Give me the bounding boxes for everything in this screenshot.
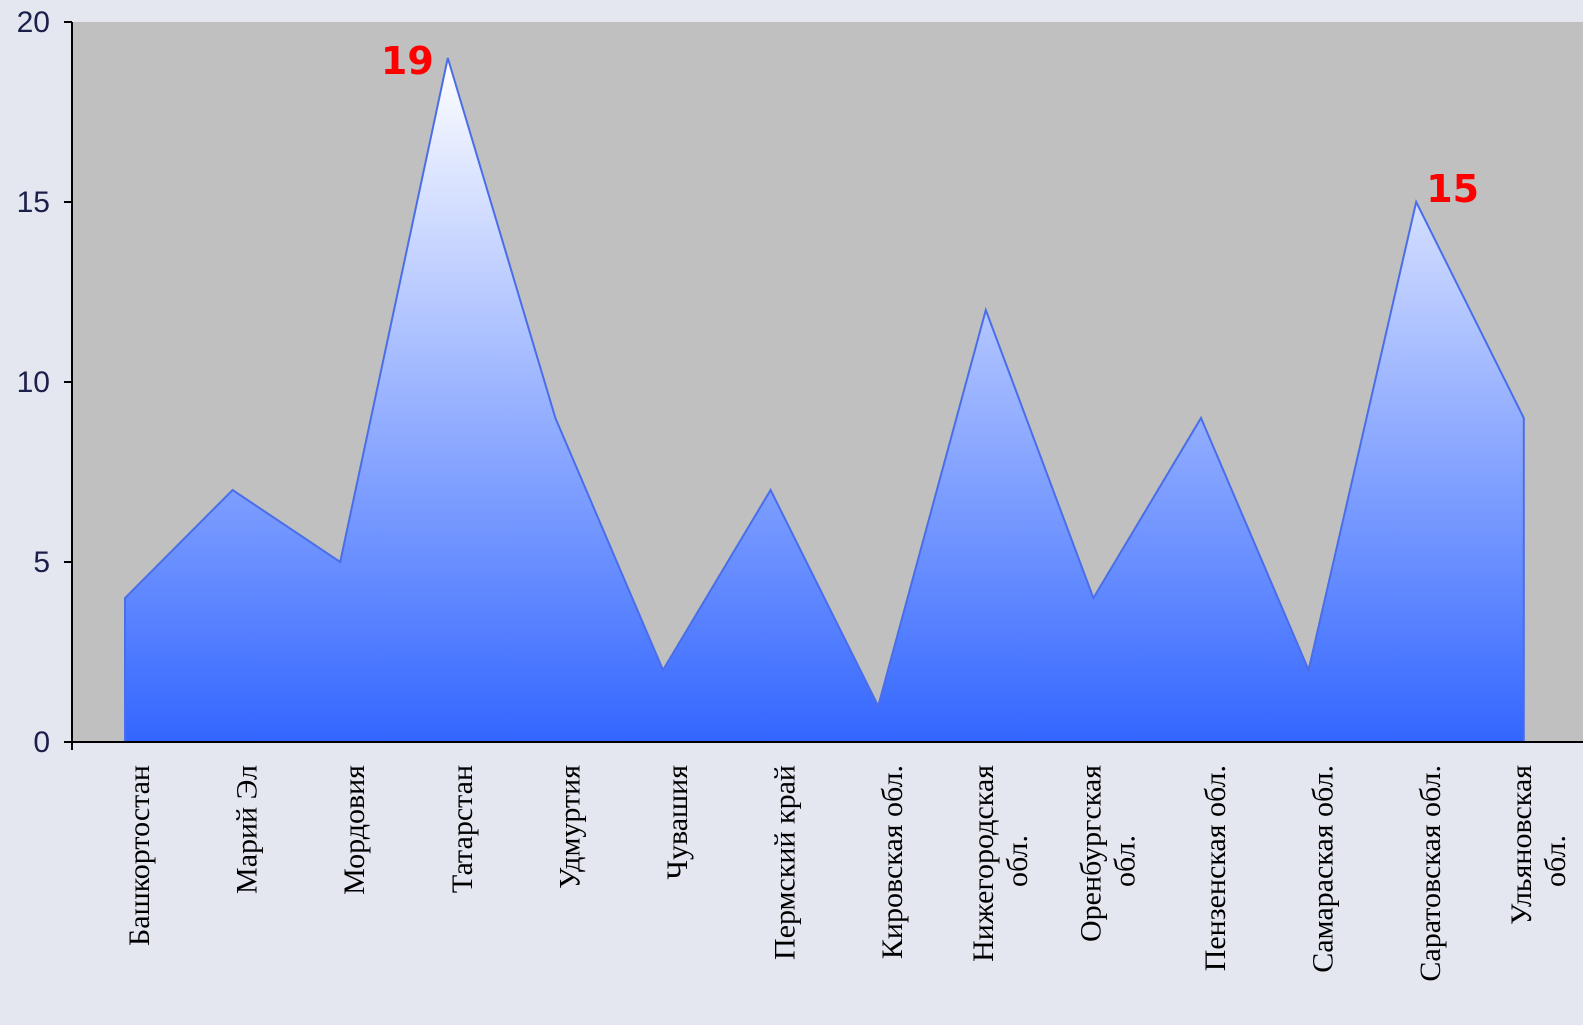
data-label: 15 (1426, 167, 1479, 211)
x-tick-label-line: Саратовская обл. (1414, 765, 1447, 982)
x-tick-label: Пермский край (769, 765, 802, 960)
y-tick-label: 15 (17, 186, 50, 219)
y-axis-ticks: 0 5 10 15 20 (17, 6, 72, 759)
x-tick-label-line: Марий Эл (231, 765, 264, 894)
x-tick-label-line: обл. (1539, 835, 1572, 887)
x-tick-label: Саратовская обл. (1414, 765, 1447, 982)
x-tick-label: Ульяновская обл. (1505, 765, 1572, 925)
x-tick-label: Нижегородская обл. (967, 765, 1034, 962)
x-tick-label: Пензенская обл. (1199, 765, 1232, 971)
x-axis-labels: Башкортостан Марий Эл Мордовия Татарстан Удм… (123, 765, 1572, 982)
y-tick-label: 20 (17, 6, 50, 39)
x-tick-label-line: Ульяновская (1505, 765, 1538, 925)
x-tick-label-line: Чувашия (661, 765, 694, 880)
x-tick-label: Марий Эл (231, 765, 264, 894)
y-tick-label: 5 (33, 546, 50, 579)
x-tick-label: Татарстан (446, 765, 479, 893)
x-tick-label-line: Нижегородская (967, 765, 1000, 962)
x-tick-label-line: Кировская обл. (876, 765, 909, 959)
x-tick-label-line: Пензенская обл. (1199, 765, 1232, 971)
x-tick-label-line: Пермский край (769, 765, 802, 960)
x-tick-label-line: Мордовия (338, 765, 371, 895)
y-tick-label: 10 (17, 366, 50, 399)
x-tick-label-line: обл. (1001, 835, 1034, 887)
data-label: 19 (381, 39, 434, 83)
x-tick-label: Самараская обл. (1307, 765, 1340, 973)
x-tick-label: Чувашия (661, 765, 694, 880)
x-tick-label: Башкортостан (123, 765, 156, 946)
x-tick-label-line: Татарстан (446, 765, 479, 893)
x-tick-label: Удмуртия (553, 765, 586, 889)
x-tick-label-line: обл. (1108, 835, 1141, 887)
y-tick-label: 0 (33, 726, 50, 759)
x-tick-label: Оренбургская обл. (1074, 765, 1141, 942)
x-tick-label-line: Удмуртия (553, 765, 586, 889)
area-series (124, 57, 1525, 743)
x-tick-label: Кировская обл. (876, 765, 909, 959)
x-tick-label-line: Башкортостан (123, 765, 156, 946)
x-tick-label: Мордовия (338, 765, 371, 895)
x-tick-label-line: Оренбургская (1074, 765, 1107, 942)
x-tick-label-line: Самараская обл. (1307, 765, 1340, 973)
